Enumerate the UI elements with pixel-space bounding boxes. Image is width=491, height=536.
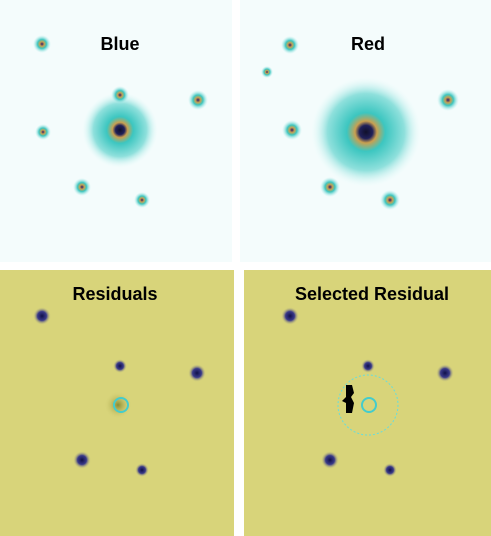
- source: [261, 66, 273, 78]
- residual-ring: [361, 397, 377, 413]
- source: [113, 359, 127, 373]
- source: [35, 124, 51, 140]
- source: [361, 359, 375, 373]
- source: [311, 77, 421, 187]
- source: [380, 190, 400, 210]
- source: [436, 364, 454, 382]
- residual-ring: [113, 397, 129, 413]
- panel-title: Residuals: [72, 284, 157, 304]
- source: [73, 451, 91, 469]
- source: [282, 120, 302, 140]
- selected-residual-panel: Selected Residual: [244, 270, 491, 536]
- source: [281, 307, 299, 325]
- selected-region: [342, 385, 354, 413]
- source: [134, 192, 150, 208]
- panel-title: Selected Residual: [295, 284, 449, 304]
- residuals-panel: Residuals: [0, 270, 234, 536]
- source: [104, 391, 132, 419]
- source: [73, 178, 91, 196]
- source: [437, 89, 459, 111]
- source: [320, 177, 340, 197]
- source: [33, 35, 51, 53]
- panel-title: Red: [351, 34, 385, 54]
- selection-circle: [337, 374, 399, 436]
- blue-panel: Blue: [0, 0, 232, 262]
- source: [82, 92, 158, 168]
- source: [111, 86, 129, 104]
- panel-title: Blue: [100, 34, 139, 54]
- source: [321, 451, 339, 469]
- source: [281, 36, 299, 54]
- source: [188, 90, 208, 110]
- source: [33, 307, 51, 325]
- source: [383, 463, 397, 477]
- red-panel: Red: [240, 0, 491, 262]
- panel-background: [244, 270, 491, 536]
- source: [135, 463, 149, 477]
- source: [188, 364, 206, 382]
